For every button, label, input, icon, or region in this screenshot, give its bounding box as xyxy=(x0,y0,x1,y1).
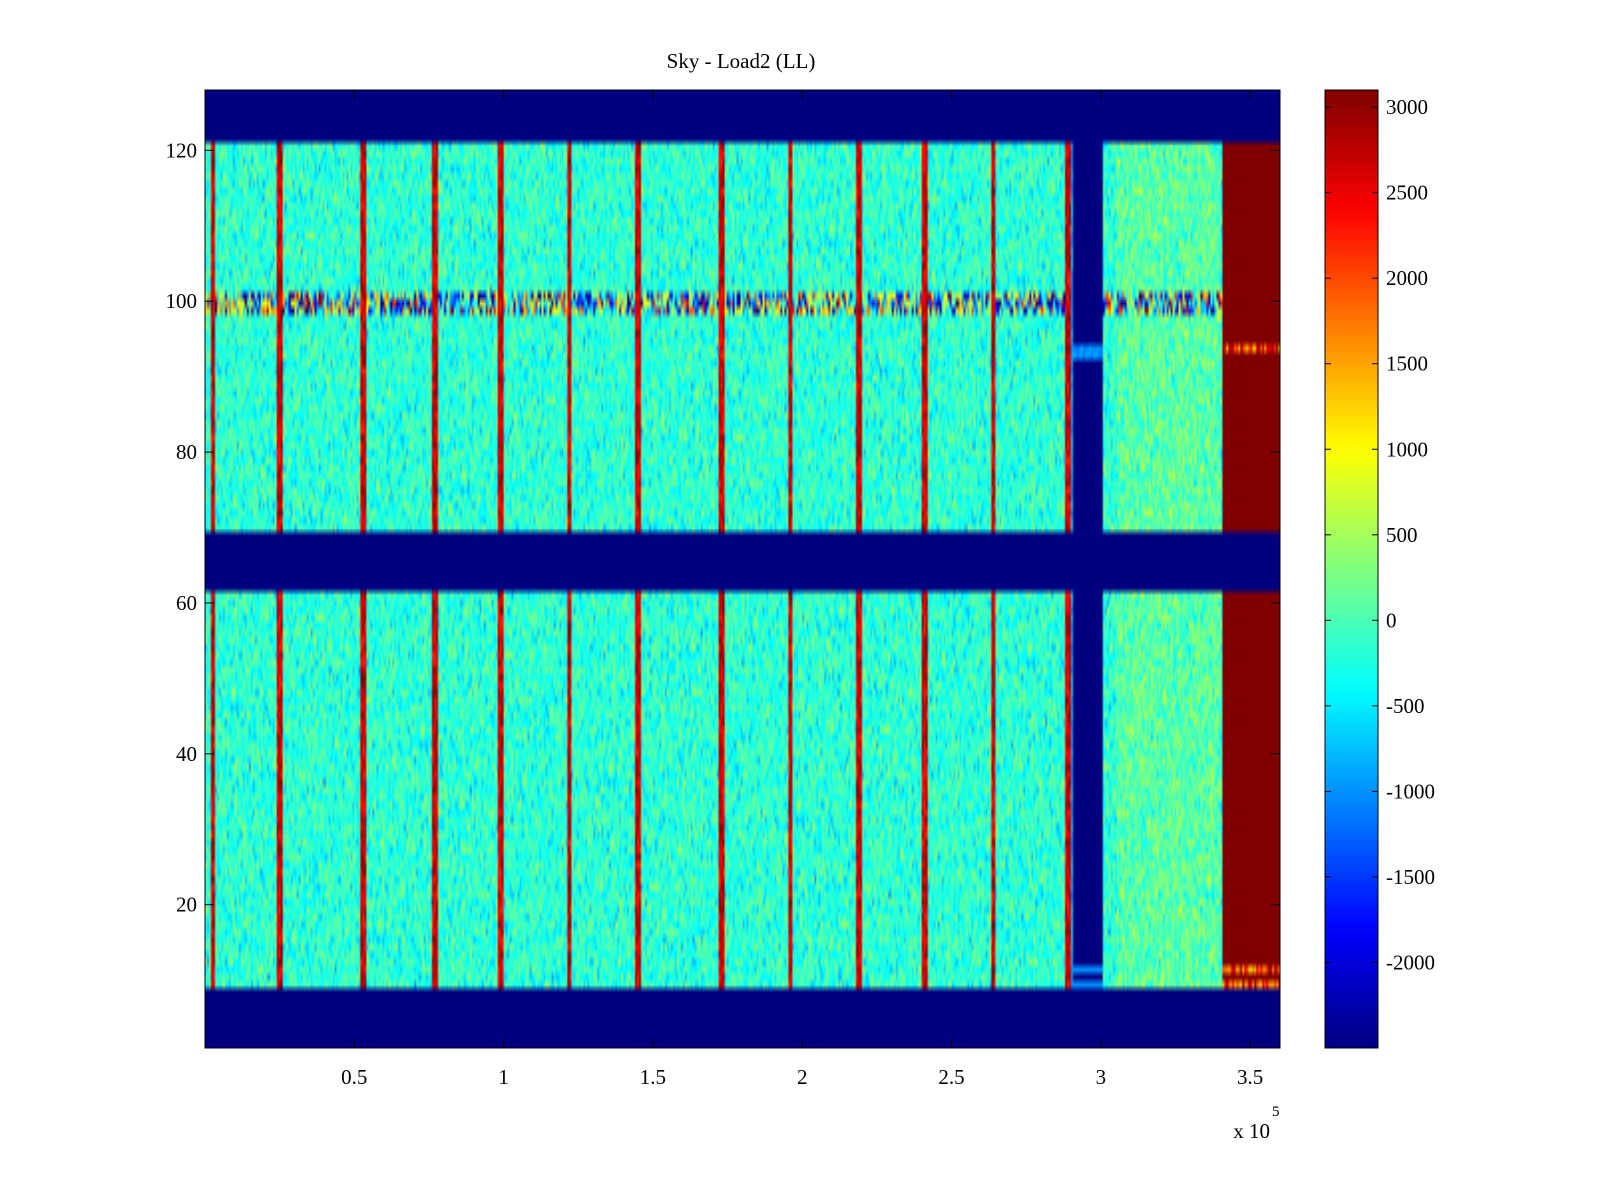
colorbar-border xyxy=(1324,89,1379,1049)
colorbar-tick-label: 2500 xyxy=(1386,181,1428,205)
colorbar-tick-label: 1000 xyxy=(1386,437,1428,461)
colorbar-tick-label: -1000 xyxy=(1386,779,1435,803)
colorbar-axis: 3000 2500 2000 1500 1000 500 0 -500 -1000 -1500 -2… xyxy=(1325,95,1435,974)
y-tick-label: 120 xyxy=(166,138,198,162)
colorbar-tick-label: 500 xyxy=(1386,523,1418,547)
x-tick-label: 3.5 xyxy=(1237,1065,1263,1089)
y-tick-label: 20 xyxy=(176,893,197,917)
plot-border xyxy=(204,89,1281,1049)
y-tick-label: 100 xyxy=(166,289,198,313)
chart-title: Sky - Load2 (LL) xyxy=(667,49,816,73)
x-tick-label: 3 xyxy=(1096,1065,1107,1089)
y-tick-label: 60 xyxy=(176,591,197,615)
y-axis: 20 40 60 80 100 120 xyxy=(166,138,1280,917)
x-tick-label: 2 xyxy=(797,1065,808,1089)
x-axis: 0.5 1 1.5 2 2.5 3 3.5 xyxy=(341,90,1263,1089)
colorbar-tick-label: -1500 xyxy=(1386,865,1435,889)
colorbar-image xyxy=(1325,90,1378,1048)
plot-area: 0.5 1 1.5 2 2.5 3 3.5 20 40 60 80 100 120 xyxy=(166,89,1281,1089)
x-tick-label: 2.5 xyxy=(938,1065,964,1089)
heatmap-image xyxy=(205,90,1280,1048)
colorbar-tick-label: -2000 xyxy=(1386,950,1435,974)
y-tick-label: 80 xyxy=(176,440,197,464)
x-tick-label: 1 xyxy=(498,1065,509,1089)
x-exponent-power: 5 xyxy=(1272,1104,1280,1120)
colorbar-tick-label: 0 xyxy=(1386,608,1397,632)
x-exponent-label: x 10 xyxy=(1233,1119,1270,1143)
colorbar-tick-label: -500 xyxy=(1386,694,1425,718)
y-tick-label: 40 xyxy=(176,742,197,766)
colorbar-tick-label: 1500 xyxy=(1386,352,1428,376)
x-tick-label: 1.5 xyxy=(640,1065,666,1089)
colorbar-tick-label: 3000 xyxy=(1386,95,1428,119)
colorbar: 3000 2500 2000 1500 1000 500 0 -500 -1000 -1500 -2… xyxy=(1324,89,1435,1049)
colorbar-tick-label: 2000 xyxy=(1386,266,1428,290)
x-tick-label: 0.5 xyxy=(341,1065,367,1089)
